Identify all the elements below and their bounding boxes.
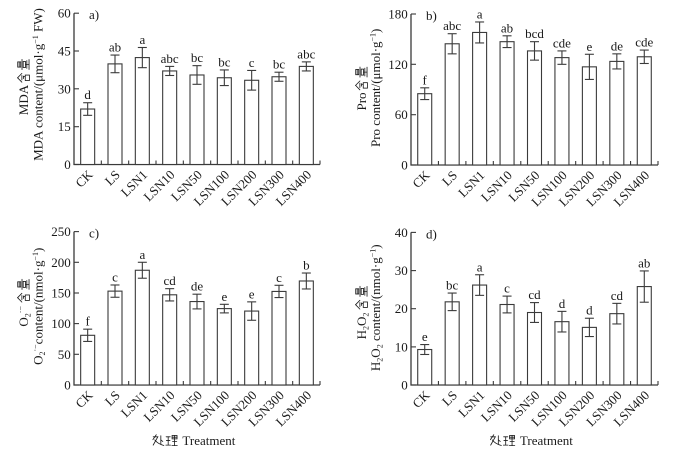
svg-text:cd: cd — [528, 287, 541, 302]
svg-text:Pro content/(μmol·g−1): Pro content/(μmol·g−1) — [368, 29, 383, 147]
svg-text:bc: bc — [273, 57, 286, 72]
svg-text:e: e — [221, 289, 227, 304]
svg-text:0: 0 — [64, 157, 71, 172]
svg-text:abc: abc — [297, 46, 315, 61]
svg-text:H2O2 content/(nmol·g−1): H2O2 content/(nmol·g−1) — [368, 244, 385, 371]
svg-text:120: 120 — [388, 57, 408, 72]
svg-text:abc: abc — [443, 18, 461, 33]
svg-text:45: 45 — [58, 44, 71, 59]
svg-text:200: 200 — [51, 255, 71, 270]
svg-text:a): a) — [89, 7, 99, 22]
svg-text:bc: bc — [446, 278, 459, 293]
svg-text:250: 250 — [51, 224, 71, 239]
svg-text:100: 100 — [51, 316, 71, 331]
svg-text:d: d — [559, 296, 566, 311]
svg-text:0: 0 — [401, 378, 408, 393]
svg-text:c: c — [276, 270, 282, 285]
svg-text:40: 40 — [395, 225, 408, 240]
svg-text:a: a — [139, 247, 145, 262]
svg-text:bc: bc — [191, 50, 204, 65]
svg-text:c: c — [249, 55, 255, 70]
svg-text:20: 20 — [395, 301, 408, 316]
svg-text:10: 10 — [395, 339, 408, 354]
svg-text:30: 30 — [395, 263, 408, 278]
svg-text:Treatment: Treatment — [182, 433, 235, 448]
svg-text:de: de — [191, 279, 204, 294]
svg-text:a: a — [477, 259, 483, 274]
svg-text:150: 150 — [51, 286, 71, 301]
svg-text:cd: cd — [164, 273, 177, 288]
svg-text:b: b — [303, 258, 310, 273]
svg-text:c: c — [112, 269, 118, 284]
svg-text:e: e — [586, 39, 592, 54]
svg-text:15: 15 — [58, 119, 71, 134]
svg-text:30: 30 — [58, 81, 71, 96]
svg-text:b): b) — [426, 8, 437, 23]
svg-text:d: d — [84, 87, 91, 102]
svg-text:50: 50 — [58, 347, 71, 362]
svg-text:bc: bc — [218, 54, 231, 69]
svg-text:a: a — [139, 32, 145, 47]
svg-text:Treatment: Treatment — [520, 433, 573, 448]
svg-text:180: 180 — [388, 7, 408, 22]
svg-text:a: a — [477, 6, 483, 21]
svg-text:60: 60 — [58, 6, 71, 21]
svg-text:cde: cde — [553, 35, 571, 50]
svg-text:cde: cde — [635, 35, 653, 50]
svg-text:ab: ab — [109, 40, 121, 55]
svg-text:MDA content/(μmol·g−1 FW): MDA content/(μmol·g−1 FW) — [31, 8, 46, 161]
svg-text:de: de — [611, 38, 624, 53]
svg-text:d: d — [586, 303, 593, 318]
svg-text:Pro: Pro — [354, 92, 369, 110]
svg-text:c: c — [504, 281, 510, 296]
svg-text:0: 0 — [64, 378, 71, 393]
svg-text:f: f — [85, 314, 90, 329]
svg-text:e: e — [422, 329, 428, 344]
svg-text:0: 0 — [401, 158, 408, 173]
svg-text:cd: cd — [611, 288, 624, 303]
svg-text:ab: ab — [501, 20, 513, 35]
svg-text:MDA: MDA — [16, 84, 31, 115]
svg-text:abc: abc — [161, 51, 179, 66]
svg-text:e: e — [249, 286, 255, 301]
svg-text:d): d) — [426, 226, 437, 241]
svg-text:O2·−content/(nmol·g−1): O2·−content/(nmol·g−1) — [31, 248, 48, 365]
svg-text:c): c) — [89, 226, 99, 241]
svg-text:f: f — [423, 72, 428, 87]
svg-text:ab: ab — [638, 255, 650, 270]
svg-text:60: 60 — [395, 107, 408, 122]
svg-text:bcd: bcd — [525, 26, 544, 41]
svg-text:H2O2: H2O2 — [354, 313, 371, 340]
